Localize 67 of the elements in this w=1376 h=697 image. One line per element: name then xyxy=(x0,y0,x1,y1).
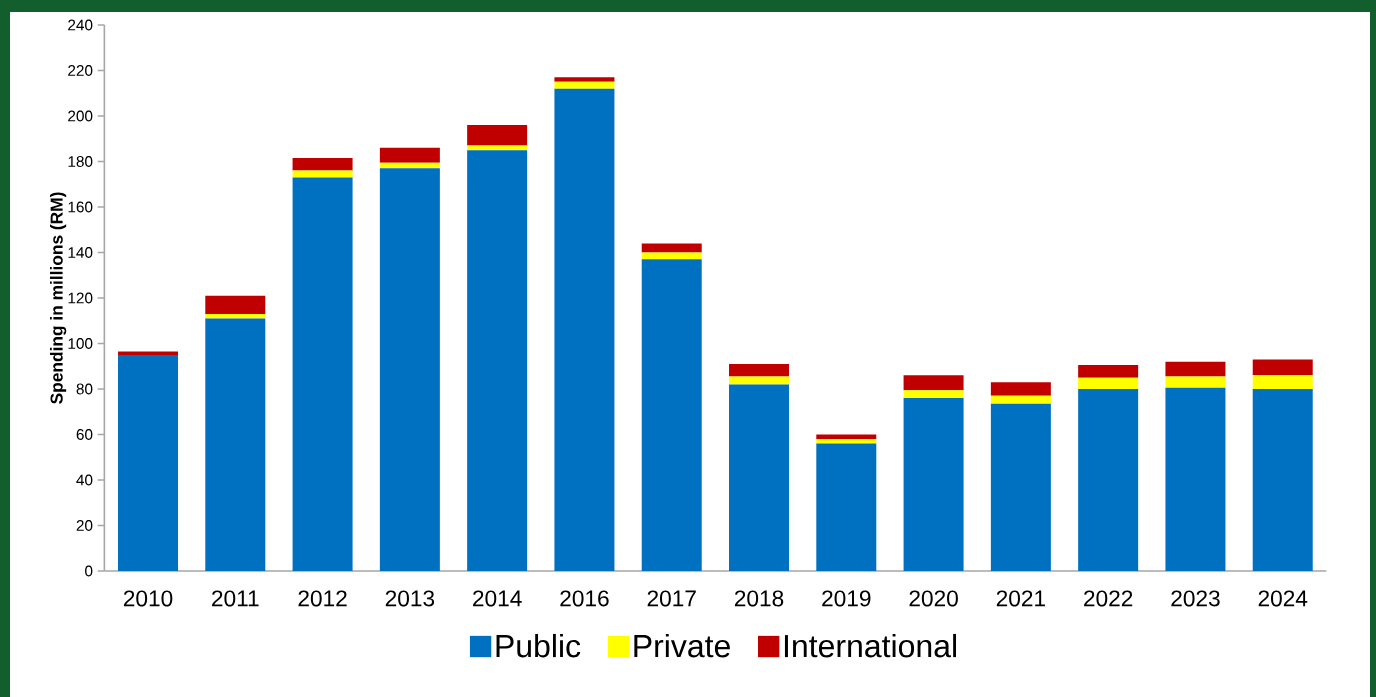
bar xyxy=(467,150,528,571)
bar xyxy=(729,363,790,377)
x-tick-label: 2022 xyxy=(1084,590,1133,607)
bar xyxy=(816,443,877,571)
bar xyxy=(379,168,440,571)
bar xyxy=(292,177,353,571)
y-tick-label: 0 xyxy=(85,565,93,577)
bar xyxy=(554,77,615,82)
bar xyxy=(1078,389,1139,571)
x-tick-label: 2012 xyxy=(298,590,347,607)
bar xyxy=(816,439,877,444)
bar xyxy=(903,398,964,571)
bar xyxy=(903,390,964,399)
bar xyxy=(990,382,1051,396)
bar xyxy=(1078,365,1139,378)
bar xyxy=(1165,387,1226,571)
bar xyxy=(990,403,1051,571)
bar xyxy=(1165,361,1226,377)
bar xyxy=(554,88,615,571)
y-axis-title: Spending in millions (RM) xyxy=(50,192,67,404)
bar xyxy=(554,81,615,89)
y-tick-label: 240 xyxy=(68,19,93,31)
bar xyxy=(1078,377,1139,389)
bar xyxy=(1252,359,1313,376)
x-tick-label: 2011 xyxy=(212,590,259,607)
y-tick-label: 100 xyxy=(68,338,93,349)
legend-label: Private xyxy=(634,633,730,658)
bar xyxy=(118,351,179,355)
bar xyxy=(118,354,179,571)
x-tick-label: 2014 xyxy=(473,590,522,607)
y-tick-label: 80 xyxy=(76,383,93,395)
x-tick-label: 2023 xyxy=(1171,590,1220,607)
x-tick-label: 2010 xyxy=(123,590,173,607)
bar xyxy=(292,158,353,171)
y-tick-label: 180 xyxy=(68,156,93,167)
legend-label: International xyxy=(784,633,956,658)
bar xyxy=(467,125,528,146)
bar xyxy=(729,384,790,571)
x-tick-label: 2017 xyxy=(647,590,696,607)
x-tick-label: 2024 xyxy=(1258,590,1308,607)
x-tick-label: 2018 xyxy=(734,590,784,607)
x-tick-label: 2020 xyxy=(909,590,958,607)
y-tick-label: 160 xyxy=(68,201,93,213)
bar xyxy=(1252,375,1313,389)
y-tick-label: 220 xyxy=(68,65,93,76)
bar xyxy=(903,375,964,391)
x-tick-label: 2019 xyxy=(822,590,871,607)
y-tick-label: 40 xyxy=(76,474,93,486)
bar xyxy=(205,318,266,571)
x-tick-label: 2013 xyxy=(385,590,435,607)
x-tick-label: 2021 xyxy=(996,590,1045,607)
x-tick-label: 2016 xyxy=(560,590,609,607)
bar xyxy=(641,252,702,260)
bar xyxy=(641,259,702,571)
y-tick-label: 140 xyxy=(68,247,93,258)
bar xyxy=(379,147,440,163)
bar xyxy=(729,376,790,385)
bar xyxy=(1252,389,1313,571)
y-tick-label: 120 xyxy=(68,292,93,304)
bar xyxy=(641,243,702,253)
y-tick-label: 60 xyxy=(76,429,93,440)
bar xyxy=(990,395,1051,404)
bar xyxy=(1165,376,1226,388)
y-tick-label: 200 xyxy=(68,110,93,122)
legend-label: Public xyxy=(496,633,581,658)
y-tick-label: 20 xyxy=(76,520,93,531)
bar xyxy=(205,295,266,314)
